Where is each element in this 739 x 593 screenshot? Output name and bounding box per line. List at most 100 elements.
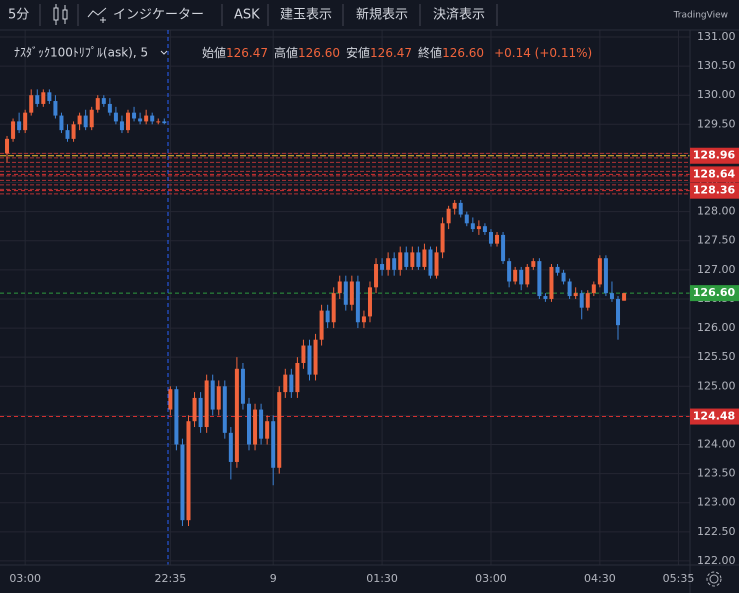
candle-body <box>531 261 536 267</box>
candle-body <box>549 266 554 299</box>
indicators-button[interactable]: インジケーター <box>113 8 204 23</box>
candle-body <box>343 281 348 305</box>
legend-value: 126.60 <box>442 46 484 60</box>
candle-body <box>240 368 245 404</box>
x-tick-label: 03:00 <box>475 572 507 585</box>
plot-area <box>0 30 690 565</box>
toolbar-button[interactable]: 決済表示 <box>433 7 485 23</box>
candle-body <box>253 409 258 445</box>
candle-body <box>222 386 227 433</box>
candle-body <box>622 293 627 301</box>
ohlc-legend: 始値126.47 高値126.60 安値126.47 終値126.60 +0.14 (+… <box>202 45 592 60</box>
candle-body <box>295 362 300 393</box>
candle-body <box>501 234 506 262</box>
toolbar-button[interactable]: 建玉表示 <box>280 8 332 23</box>
candle-body <box>101 98 106 104</box>
brand: TradingView <box>673 11 728 21</box>
indicator-icon[interactable] <box>87 7 107 23</box>
toolbar <box>0 0 739 30</box>
candle-body <box>41 92 46 104</box>
candle-body <box>17 121 22 131</box>
candle-body <box>156 121 161 123</box>
candle-body <box>307 345 312 375</box>
candle-body <box>144 115 149 122</box>
candle-type-icon[interactable] <box>53 4 68 25</box>
candle-body <box>452 202 457 209</box>
candle-body <box>470 223 475 230</box>
y-tick-label: 123.50 <box>697 467 736 480</box>
y-tick-label: 129.50 <box>697 117 736 130</box>
interval-button[interactable]: 5分 <box>8 8 29 23</box>
candle-body <box>361 316 366 323</box>
candle-body <box>404 252 409 267</box>
candle-body <box>192 397 197 422</box>
candle-body <box>464 214 469 224</box>
x-tick-label: 22:35 <box>155 572 187 585</box>
candle-body <box>23 112 28 131</box>
candle-body <box>228 432 233 462</box>
candle-body <box>35 95 40 104</box>
y-tick-label: 125.50 <box>697 350 736 363</box>
x-tick-label: 9 <box>270 572 277 585</box>
settings-icon[interactable] <box>706 571 722 587</box>
candle-body <box>561 272 566 282</box>
candle-body <box>374 264 379 288</box>
price-label-box <box>690 166 739 183</box>
legend-value: 126.60 <box>298 46 340 60</box>
candle-body <box>234 368 239 462</box>
y-tick-label: 124.00 <box>697 437 736 450</box>
candle-body <box>283 374 288 393</box>
candle-body <box>597 258 602 285</box>
candle-body <box>525 266 530 285</box>
candle-body <box>609 293 614 299</box>
candle-body <box>573 293 578 297</box>
candle-body <box>579 293 584 308</box>
candle-body <box>476 226 481 230</box>
toolbar-button[interactable]: 新規表示 <box>356 7 408 23</box>
candle-body <box>495 234 500 244</box>
candle-body <box>59 115 64 131</box>
candle-body <box>77 115 82 125</box>
y-tick-label: 122.00 <box>697 554 736 567</box>
y-tick-label: 126.00 <box>697 321 736 334</box>
candle-body <box>434 252 439 276</box>
candle-body <box>331 293 336 323</box>
y-tick-label: 130.00 <box>697 88 736 101</box>
candle-body <box>349 281 354 305</box>
price-label-box <box>690 147 739 164</box>
candle-body <box>29 95 34 113</box>
toolbar-button[interactable]: ASK <box>234 8 260 23</box>
y-tick-label: 122.50 <box>697 525 736 538</box>
legend-name: 安値 <box>346 45 370 60</box>
toolbar-separators <box>39 4 498 26</box>
candle-body <box>216 386 221 410</box>
candle-body <box>289 374 294 393</box>
y-tick-label: 130.50 <box>697 59 736 72</box>
candle-body <box>83 115 88 128</box>
candle-body <box>543 296 548 299</box>
candle-body <box>150 115 155 122</box>
candle-body <box>458 202 463 215</box>
candle-body <box>416 252 421 267</box>
candle-body <box>585 293 590 308</box>
legend-change: +0.14 (+0.11%) <box>494 46 592 60</box>
symbol-label: ﾅｽﾀﾞｯｸ100ﾄﾘﾌﾟﾙ(ask), 5 <box>14 46 148 60</box>
candle-body <box>392 258 397 270</box>
candle-body <box>428 249 433 276</box>
legend-name: 始値 <box>202 45 226 60</box>
price-label-box <box>690 285 739 302</box>
price-label: 126.60 <box>693 286 736 299</box>
candle-body <box>440 223 445 253</box>
price-label: 124.48 <box>693 410 735 423</box>
legend-value: 126.47 <box>370 46 412 60</box>
x-tick-label: 04:30 <box>584 572 616 585</box>
symbol-menu-icon[interactable] <box>160 50 168 55</box>
order-band <box>0 152 690 195</box>
candle-body <box>259 409 264 439</box>
price-label: 128.96 <box>693 149 736 162</box>
x-tick-label: 03:00 <box>9 572 41 585</box>
candle-body <box>65 130 70 139</box>
candle-body <box>603 258 608 294</box>
candle-body <box>591 284 596 294</box>
candle-body <box>71 124 76 139</box>
